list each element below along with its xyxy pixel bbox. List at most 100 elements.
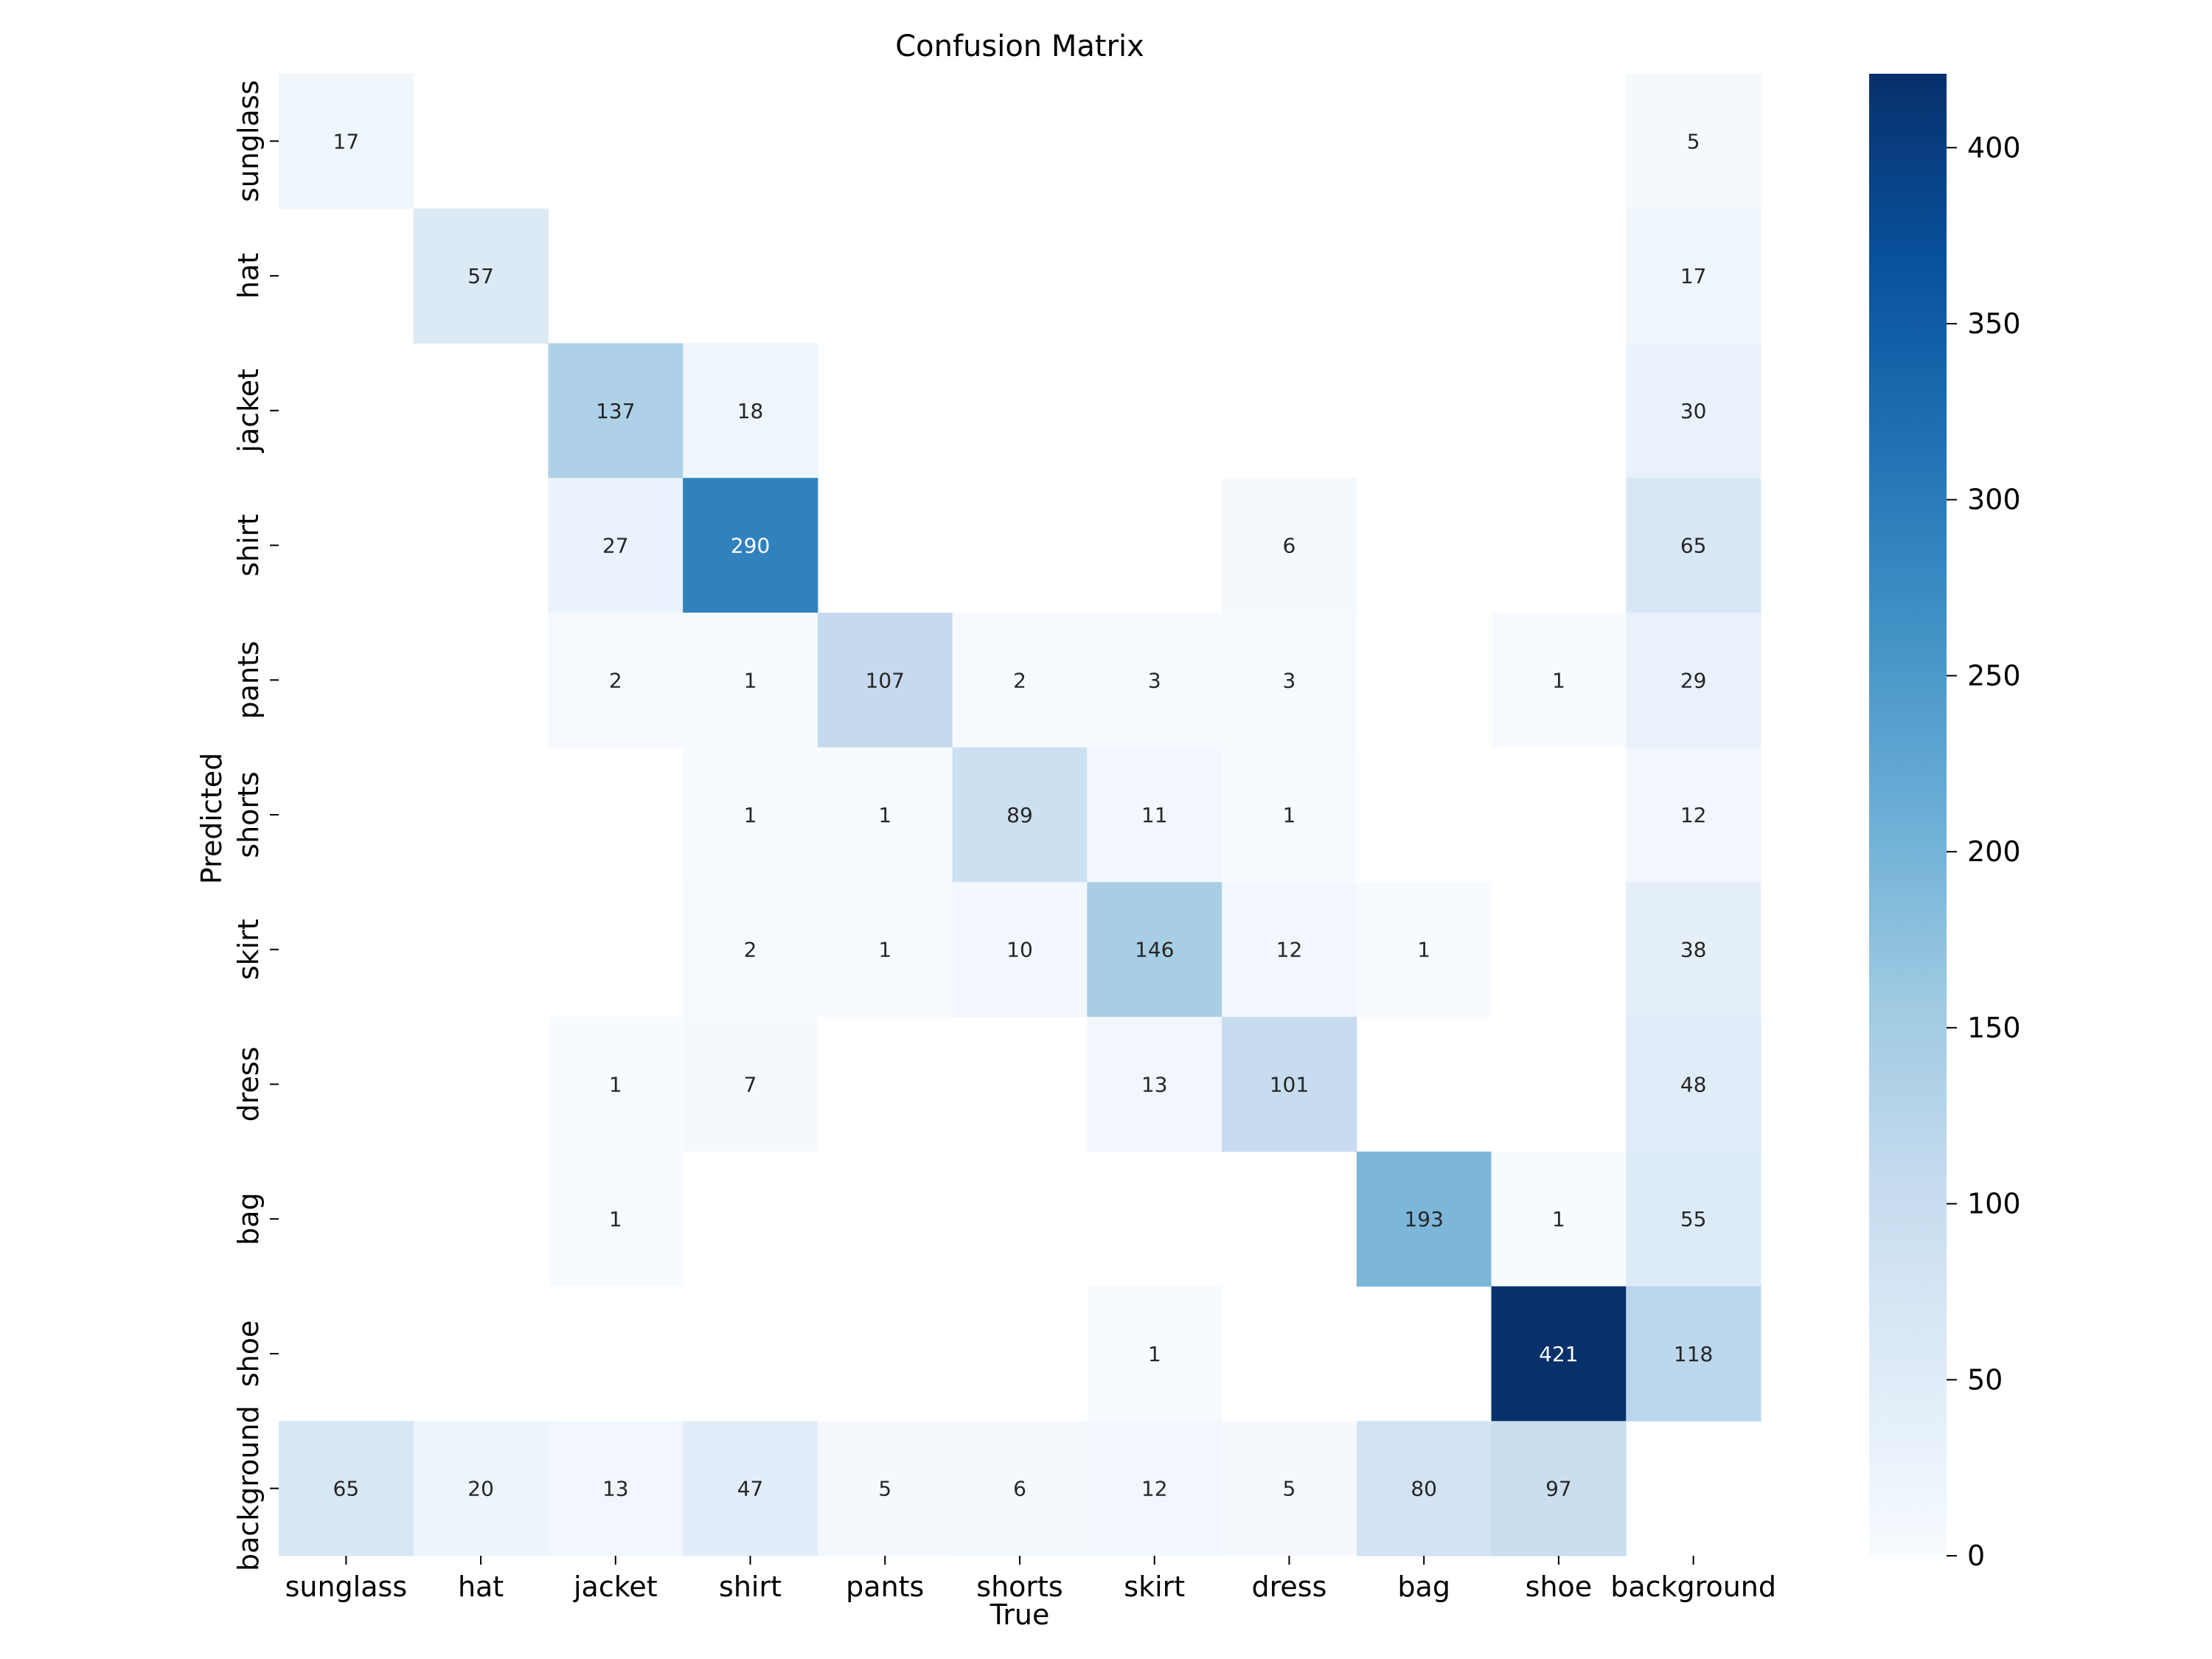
x-tick-label: jacket (573, 1571, 658, 1603)
cell-value-label: 5 (1283, 1477, 1296, 1501)
heatmap-cell (1222, 612, 1357, 748)
cell-value-label: 17 (333, 129, 360, 153)
x-tick-label: pants (846, 1571, 924, 1603)
cell-value-label: 137 (596, 399, 635, 423)
heatmap-cell (817, 882, 953, 1018)
cell-value-label: 7 (744, 1072, 757, 1096)
cell-value-label: 1 (609, 1072, 622, 1096)
heatmap-cell (817, 612, 953, 748)
heatmap-cell (1626, 343, 1761, 479)
y-tick-label: jacket (232, 369, 265, 453)
cell-value-label: 1 (744, 668, 757, 692)
y-tick-label: shirt (232, 514, 265, 577)
heatmap-cell (817, 747, 953, 883)
heatmap-cell (548, 1421, 684, 1557)
cell-value-label: 5 (878, 1477, 891, 1501)
heatmap-cell (1222, 1421, 1357, 1557)
y-tick-label: shorts (232, 771, 265, 858)
colorbar-tick-label: 50 (1967, 1363, 2003, 1396)
cell-value-label: 2 (1013, 668, 1026, 692)
colorbar-tick-label: 400 (1967, 131, 2021, 164)
cell-value-label: 57 (467, 264, 494, 288)
cell-value-label: 1 (878, 803, 891, 827)
heatmap-cell (1222, 478, 1357, 613)
y-axis: sunglass hat jacket shirt pants shorts skirt dr… (232, 80, 279, 1571)
heatmap-cells (279, 74, 1761, 1557)
heatmap-cell (683, 612, 818, 748)
x-tick-label: shirt (719, 1571, 782, 1603)
heatmap-cell (1087, 882, 1222, 1018)
cell-value-label: 48 (1680, 1072, 1707, 1096)
heatmap-cell (1356, 1151, 1492, 1287)
x-axis-label: True (990, 1599, 1050, 1631)
cell-value-label: 2 (744, 938, 757, 962)
heatmap-cell (1222, 882, 1357, 1018)
heatmap-cell (548, 478, 684, 613)
y-tick-label: dress (232, 1047, 265, 1122)
heatmap-cell (413, 208, 549, 344)
cell-value-label: 1 (609, 1207, 622, 1231)
heatmap-cell (1356, 1421, 1492, 1557)
x-tick-label: sunglass (285, 1571, 408, 1603)
x-tick-label: shoe (1526, 1571, 1593, 1603)
y-tick-label: skirt (232, 919, 265, 980)
cell-value-label: 6 (1013, 1477, 1026, 1501)
heatmap-cell (1087, 1286, 1222, 1422)
y-tick-label: sunglass (232, 80, 265, 203)
heatmap-cell (952, 882, 1088, 1018)
cell-value-label: 107 (866, 668, 905, 692)
y-tick-label: shoe (232, 1321, 265, 1388)
heatmap-cell (1491, 1286, 1627, 1422)
heatmap-cell (1491, 612, 1627, 748)
colorbar (1869, 74, 1947, 1556)
heatmap-cell (817, 1421, 953, 1557)
heatmap-cell (1087, 612, 1222, 748)
cell-value-label: 2 (609, 668, 622, 692)
cell-value-label: 12 (1680, 803, 1707, 827)
heatmap-cell (548, 612, 684, 748)
heatmap-cell (952, 612, 1088, 748)
heatmap-cell (1222, 1017, 1357, 1152)
heatmap-cell (1626, 1151, 1761, 1287)
cell-value-label: 118 (1674, 1342, 1713, 1366)
cell-value-label: 17 (1680, 264, 1707, 288)
cell-value-label: 97 (1545, 1477, 1572, 1501)
cell-value-label: 80 (1411, 1477, 1437, 1501)
heatmap-cell (1626, 1017, 1761, 1152)
cell-value-label: 27 (602, 534, 629, 558)
cell-value-label: 193 (1404, 1207, 1443, 1231)
chart-title: Confusion Matrix (895, 29, 1144, 63)
heatmap-cell (548, 1017, 684, 1152)
heatmap-cell (1626, 882, 1761, 1018)
cell-value-label: 6 (1283, 534, 1296, 558)
heatmap-cell (683, 478, 818, 613)
cell-value-label: 146 (1135, 938, 1174, 962)
cell-value-label: 1 (1552, 1207, 1565, 1231)
heatmap-cell (1356, 882, 1492, 1018)
x-tick-label: bag (1397, 1571, 1450, 1603)
heatmap-cell (1626, 478, 1761, 613)
cell-value-label: 101 (1270, 1072, 1309, 1096)
y-axis-label: Predicted (195, 753, 228, 884)
y-tick-label: pants (232, 641, 265, 719)
x-tick-label: hat (458, 1571, 504, 1603)
heatmap-cell (1087, 747, 1222, 883)
y-tick-label: bag (232, 1192, 265, 1245)
colorbar-tick-label: 350 (1967, 307, 2021, 340)
heatmap-cell (279, 1421, 414, 1557)
heatmap-cell (1626, 208, 1761, 344)
heatmap-cell (1491, 1421, 1627, 1557)
heatmap-cell (683, 747, 818, 883)
cell-value-label: 65 (1680, 534, 1707, 558)
colorbar-tick-label: 150 (1967, 1012, 2021, 1044)
cell-value-label: 30 (1680, 399, 1707, 423)
cell-value-label: 1 (1283, 803, 1296, 827)
cell-value-label: 13 (602, 1477, 629, 1501)
cell-value-label: 65 (333, 1477, 360, 1501)
cell-value-label: 10 (1006, 938, 1033, 962)
cell-value-label: 13 (1141, 1072, 1168, 1096)
heatmap-cell (1626, 74, 1761, 209)
heatmap-cell (1626, 747, 1761, 883)
